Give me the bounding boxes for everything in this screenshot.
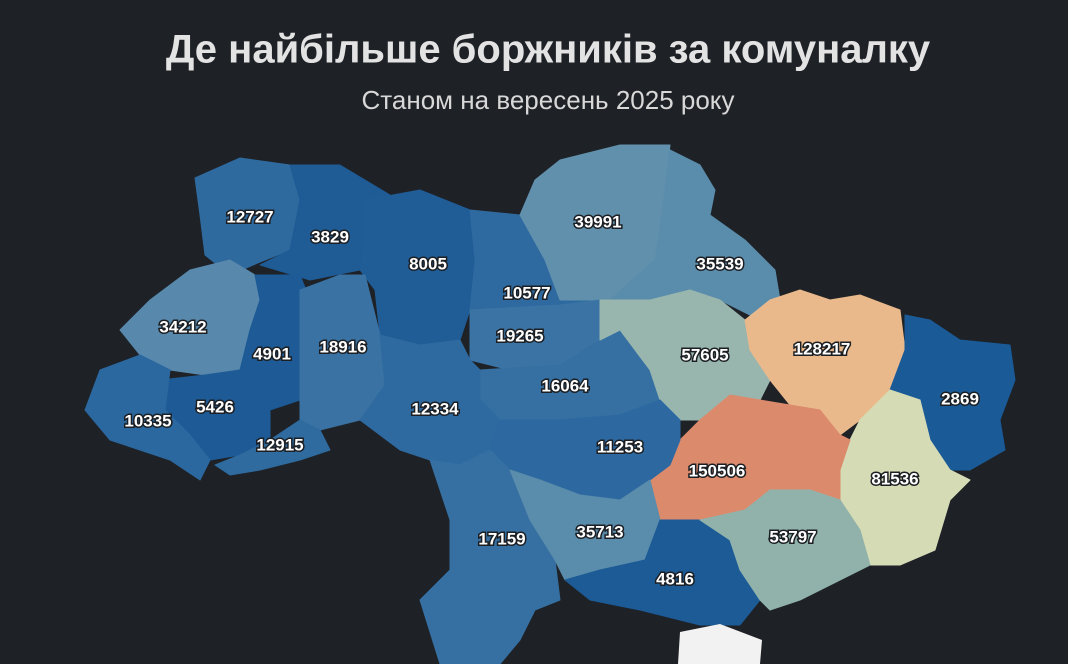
region-label: 4816 <box>656 569 694 588</box>
region-label: 8005 <box>409 254 447 273</box>
region-label: 5426 <box>196 397 234 416</box>
region <box>699 489 871 611</box>
region-label: 16064 <box>541 376 589 395</box>
region-label: 11253 <box>597 437 643 456</box>
region-label: 35713 <box>576 522 623 541</box>
region-label: 12334 <box>411 399 459 418</box>
subtitle: Станом на вересень 2025 року <box>362 85 735 115</box>
region-label: 17159 <box>478 529 525 548</box>
region-label: 12915 <box>256 435 303 454</box>
region-label: 150506 <box>689 461 746 480</box>
region-label: 19265 <box>496 326 543 345</box>
region-label: 10577 <box>503 283 550 302</box>
region <box>214 419 331 476</box>
region <box>259 164 391 281</box>
region <box>84 354 211 481</box>
region-label: 3829 <box>311 227 349 246</box>
region <box>194 157 301 276</box>
region-label: 2869 <box>941 389 979 408</box>
regions <box>84 144 1016 664</box>
region-label: 18916 <box>319 337 366 356</box>
region-label: 81536 <box>871 469 918 488</box>
title: Де найбільше боржників за комуналку <box>166 28 931 72</box>
region-label: 4901 <box>253 344 291 363</box>
region-label: 53797 <box>769 527 816 546</box>
region-label: 128217 <box>794 339 851 358</box>
region-label: 35539 <box>696 254 743 273</box>
region <box>609 149 781 316</box>
region-label: 57605 <box>681 345 728 364</box>
crimea <box>678 624 762 664</box>
labels: 12727 3829 8005 10577 39991 35539 34212 4901 189… <box>123 206 981 590</box>
region-label: 12727 <box>226 207 273 226</box>
region-label: 39991 <box>574 212 621 231</box>
region-label: 34212 <box>159 317 206 336</box>
region-label: 10335 <box>124 411 171 430</box>
